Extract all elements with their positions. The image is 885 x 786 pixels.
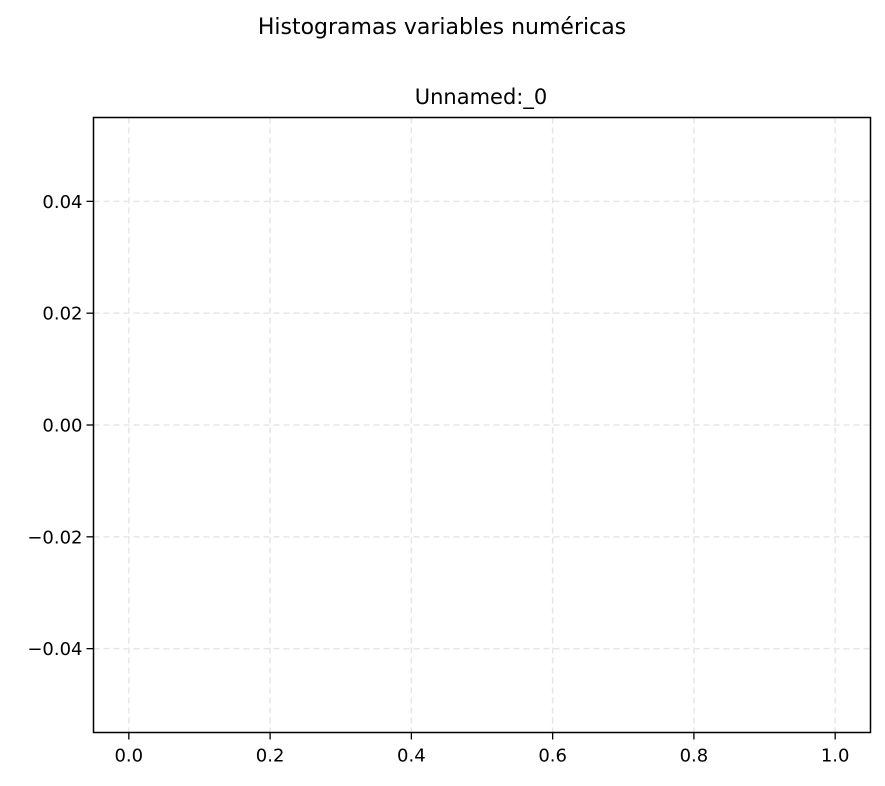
chart-title: Unnamed:_0 <box>415 85 548 110</box>
y-axis: 0.04 0.02 0.00 −0.02 −0.04 <box>27 192 94 660</box>
x-tick-label: 0.8 <box>680 746 709 767</box>
y-tick-label: 0.00 <box>42 416 82 437</box>
x-tick-label: 0.2 <box>256 746 285 767</box>
x-tick-label: 1.0 <box>821 746 850 767</box>
x-tick-label: 0.0 <box>114 746 143 767</box>
y-tick-label: 0.02 <box>42 304 82 325</box>
y-tick-label: 0.04 <box>42 192 82 213</box>
y-tick-label: −0.04 <box>27 639 82 660</box>
grid-lines <box>93 117 871 733</box>
y-tick-label: −0.02 <box>27 527 82 548</box>
figure-suptitle: Histogramas variables numéricas <box>258 15 626 40</box>
x-tick-label: 0.4 <box>397 746 426 767</box>
x-axis: 0.0 0.2 0.4 0.6 0.8 1.0 <box>114 732 850 767</box>
x-tick-label: 0.6 <box>538 746 567 767</box>
